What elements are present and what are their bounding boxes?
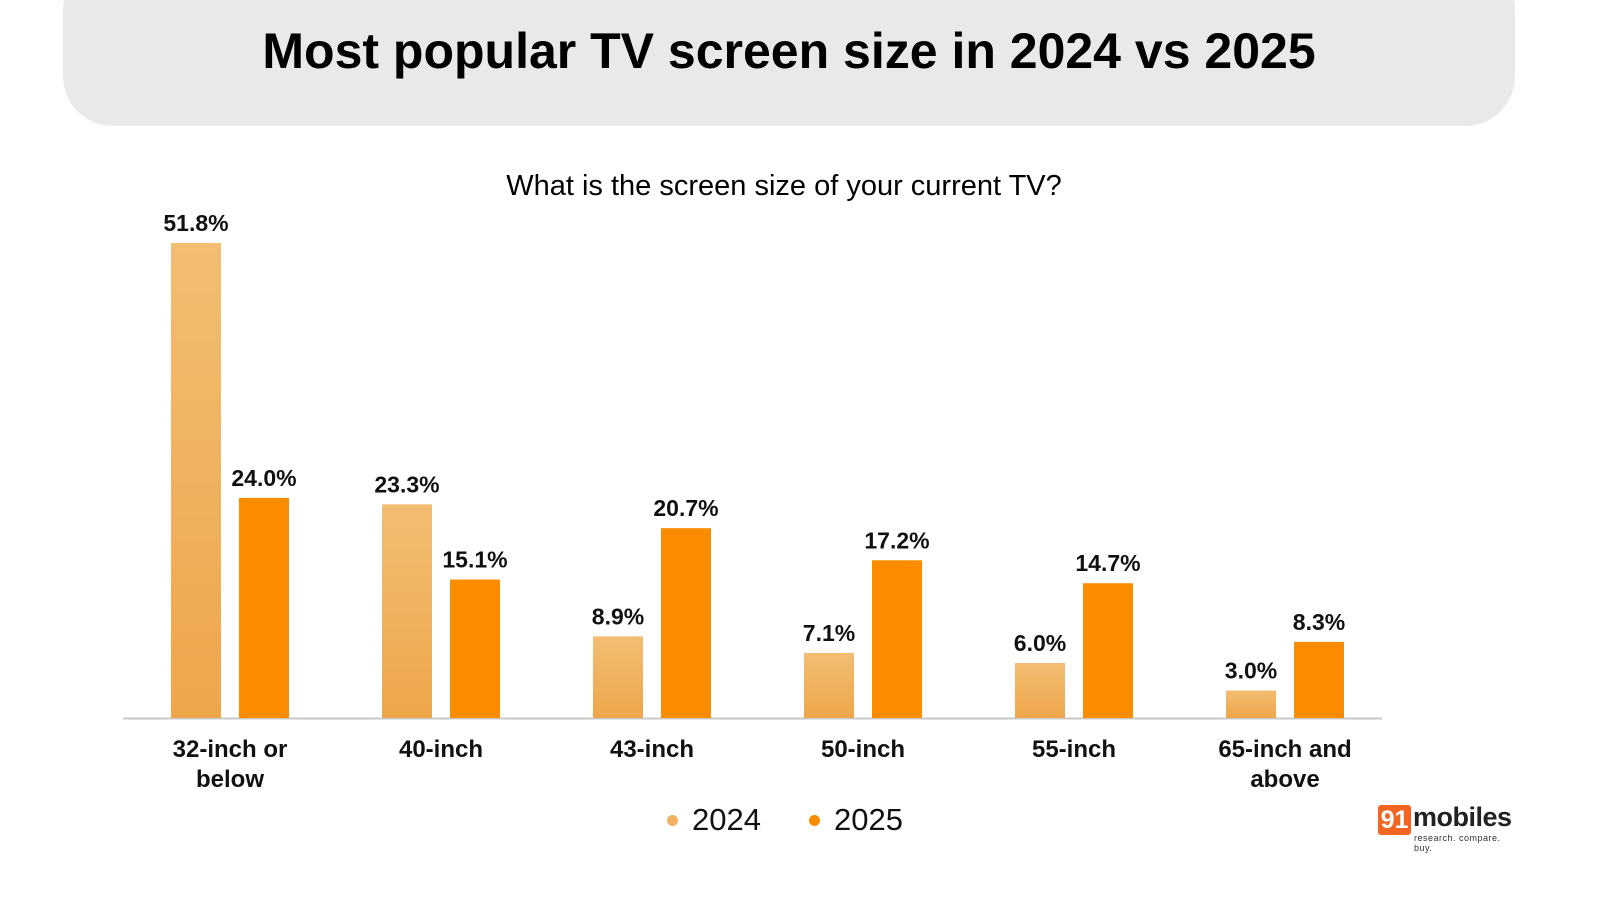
category-label-3: 43-inch — [610, 736, 694, 763]
category-label-1: 32-inch or below — [173, 736, 288, 793]
category-label-2: 40-inch — [399, 736, 483, 763]
data-label-2025-2: 15.1% — [442, 547, 507, 573]
data-label-2024-4: 7.1% — [803, 620, 855, 646]
bar-2024-1 — [171, 243, 221, 718]
bar-2025-4 — [872, 560, 922, 718]
bar-2025-2 — [450, 579, 500, 718]
91mobiles-logo: 91 mobiles research. compare. buy. — [1378, 802, 1518, 853]
data-label-2024-2: 23.3% — [374, 471, 439, 497]
legend-label-2025: 2025 — [834, 802, 903, 837]
data-label-2024-3: 8.9% — [592, 603, 644, 629]
logo-badge: 91 — [1378, 805, 1411, 835]
logo-wordmark: mobiles — [1413, 802, 1512, 832]
bar-2025-6 — [1294, 641, 1344, 718]
bar-2024-4 — [804, 652, 854, 718]
bar-2024-2 — [382, 504, 432, 718]
data-label-2025-3: 20.7% — [653, 495, 718, 521]
bar-2024-5 — [1015, 662, 1065, 718]
category-label-4: 50-inch — [821, 736, 905, 763]
legend-swatch-2024 — [667, 814, 679, 826]
data-label-2024-6: 3.0% — [1225, 657, 1277, 683]
legend-item-2024: 2024 — [667, 802, 761, 838]
data-label-2025-5: 14.7% — [1075, 550, 1140, 576]
legend-swatch-2025 — [809, 814, 820, 826]
legend-item-2025: 2025 — [809, 802, 903, 838]
title-panel — [63, 0, 1515, 126]
data-label-2024-1: 51.8% — [163, 210, 228, 236]
bar-2025-5 — [1083, 583, 1133, 718]
legend-label-2024: 2024 — [692, 802, 761, 837]
category-label-5: 55-inch — [1032, 736, 1116, 763]
chart-subtitle: What is the screen size of your current … — [506, 170, 1062, 202]
data-label-2025-4: 17.2% — [864, 527, 929, 553]
data-label-2025-1: 24.0% — [231, 465, 296, 491]
legend: 2024 2025 — [0, 802, 1570, 838]
bar-2025-3 — [661, 528, 711, 718]
category-label-6: 65-inch and above — [1218, 736, 1351, 793]
data-label-2025-6: 8.3% — [1293, 609, 1345, 635]
bar-2024-3 — [593, 636, 643, 718]
page-title: Most popular TV screen size in 2024 vs 2… — [262, 23, 1316, 79]
data-label-2024-5: 6.0% — [1014, 630, 1066, 656]
bar-2024-6 — [1226, 690, 1276, 718]
bar-2025-1 — [239, 497, 289, 718]
logo-tagline: research. compare. buy. — [1414, 833, 1501, 853]
